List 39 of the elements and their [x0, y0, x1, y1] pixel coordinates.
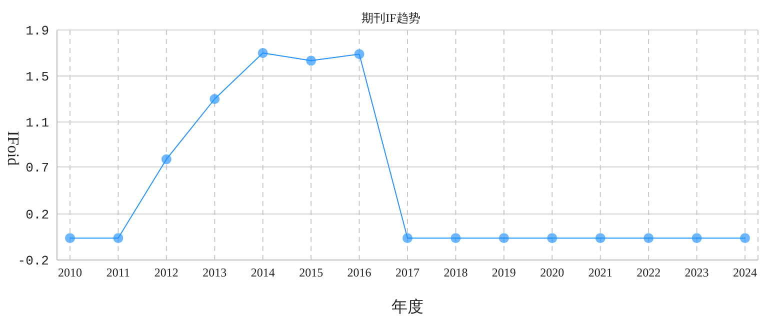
point: [498, 233, 509, 244]
y-tick-label: -0.2: [18, 254, 49, 269]
point: [450, 233, 461, 244]
point: [547, 233, 558, 244]
x-tick-label: 2014: [250, 266, 275, 280]
x-tick-label: 2020: [540, 266, 564, 280]
point: [740, 233, 750, 244]
point: [161, 154, 172, 164]
x-tick-label: 2024: [733, 266, 757, 280]
x-tick-label: 2023: [684, 266, 709, 280]
y-tick-label: 1.9: [26, 24, 49, 39]
point: [210, 94, 220, 104]
x-axis-title: 年度: [392, 298, 424, 316]
y-axis-title: IFoid: [3, 130, 22, 168]
point: [354, 49, 364, 60]
point: [644, 233, 654, 244]
x-tick-label: 2011: [106, 266, 130, 280]
x-tick-label: 2021: [588, 266, 612, 280]
y-tick-label: 0.2: [26, 208, 49, 223]
x-tick-label: 2015: [299, 266, 324, 280]
point: [113, 233, 124, 244]
x-tick-label: 2010: [58, 266, 82, 280]
x-tick-label: 2017: [396, 266, 420, 280]
x-tick-label: 2018: [444, 266, 468, 280]
chart-title: 期刊IF趋势: [362, 11, 420, 25]
x-tick-label: 2022: [636, 266, 661, 280]
y-tick-label: 0.7: [26, 160, 49, 176]
point: [595, 233, 606, 244]
point: [65, 233, 75, 244]
point: [258, 48, 268, 58]
y-tick-label: 1.1: [26, 116, 50, 131]
x-tick-label: 2012: [154, 266, 178, 280]
x-tick-label: 2019: [492, 266, 516, 280]
x-tick-label: 2016: [347, 266, 372, 280]
point: [692, 233, 702, 244]
point: [306, 56, 316, 66]
point: [402, 233, 412, 244]
y-tick-label: 1.5: [26, 70, 49, 85]
x-tick-label: 2013: [202, 266, 227, 280]
